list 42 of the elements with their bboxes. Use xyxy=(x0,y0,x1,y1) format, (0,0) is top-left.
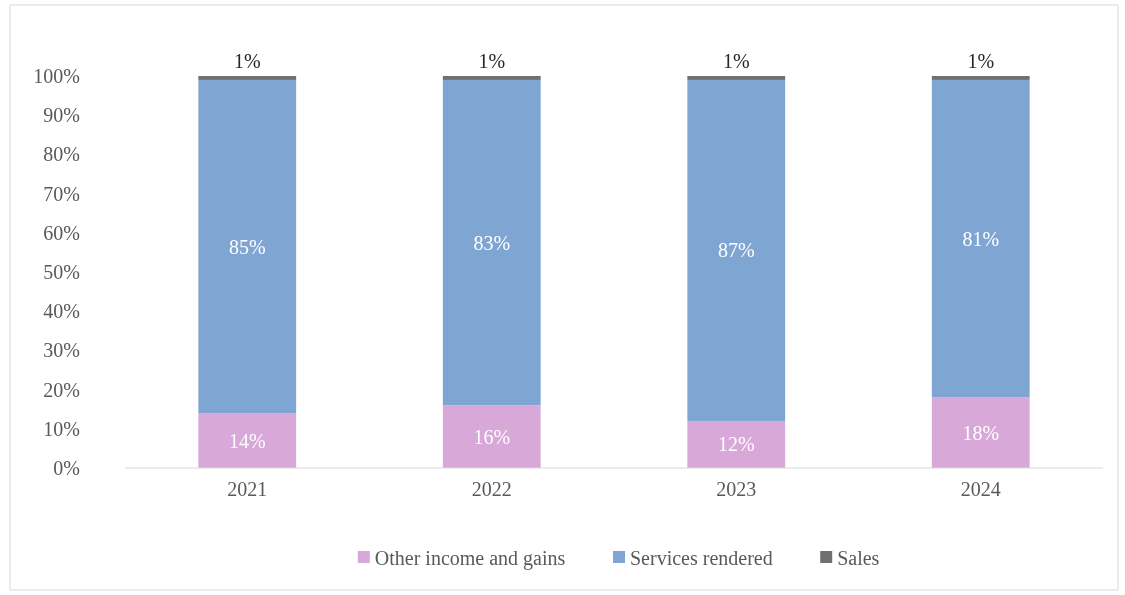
bar xyxy=(931,79,1030,398)
y-tick-label: 100% xyxy=(33,65,80,87)
bar xyxy=(442,79,541,406)
data-label: 1% xyxy=(233,50,261,72)
bar xyxy=(931,397,1030,468)
data-label: 14% xyxy=(228,429,266,452)
bar xyxy=(687,79,786,421)
data-label: 18% xyxy=(962,421,1000,444)
data-label: 1% xyxy=(967,50,995,72)
y-tick-label: 80% xyxy=(43,143,80,166)
y-tick-label: 60% xyxy=(43,221,80,244)
bar xyxy=(687,76,786,80)
bar xyxy=(931,76,1030,80)
x-tick-label: 2024 xyxy=(960,478,1001,500)
y-tick-label: 40% xyxy=(43,300,80,323)
y-tick-label: 70% xyxy=(43,182,80,205)
y-tick-label: 50% xyxy=(43,261,80,283)
data-label: 87% xyxy=(717,239,755,262)
legend-label: Services rendered xyxy=(630,547,773,569)
data-label: 1% xyxy=(722,50,750,72)
legend-label: Other income and gains xyxy=(374,547,566,570)
x-tick-label: 2021 xyxy=(227,478,268,500)
data-label: 16% xyxy=(473,425,511,448)
y-tick-label: 90% xyxy=(43,104,80,127)
data-label: 81% xyxy=(962,227,1000,250)
x-tick-label: 2022 xyxy=(471,478,512,500)
bar xyxy=(442,405,541,468)
x-tick-label: 2023 xyxy=(716,478,757,500)
bar xyxy=(687,420,786,468)
y-tick-label: 10% xyxy=(43,417,80,440)
legend-label: Sales xyxy=(837,547,880,569)
y-tick-label: 30% xyxy=(43,339,80,362)
bar xyxy=(198,413,297,468)
data-label: 1% xyxy=(478,50,506,72)
data-label: 83% xyxy=(473,231,511,254)
data-label: 12% xyxy=(717,433,755,456)
y-tick-label: 0% xyxy=(53,457,80,479)
y-tick-label: 20% xyxy=(43,378,80,401)
data-label: 85% xyxy=(228,235,266,258)
bar xyxy=(198,79,297,414)
bar xyxy=(442,76,541,80)
bar xyxy=(198,76,297,80)
